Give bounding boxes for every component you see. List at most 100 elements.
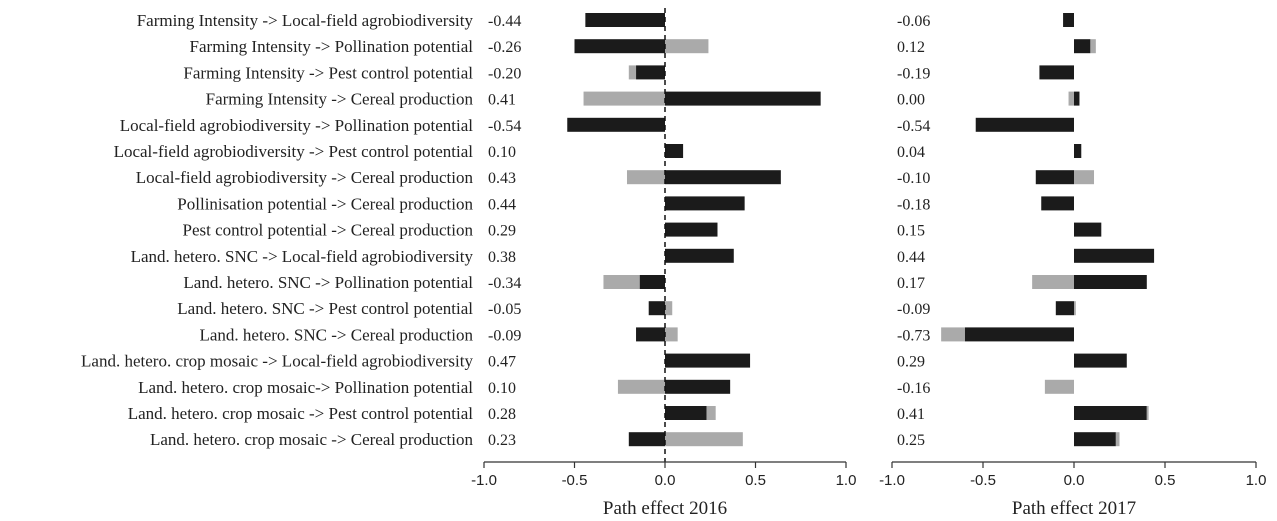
bar-direct-2016 (665, 248, 734, 263)
bar-direct-2016 (665, 91, 821, 106)
value-label: 0.29 (897, 354, 925, 371)
value-label: 0.23 (488, 432, 516, 449)
bar-direct-2016 (665, 170, 781, 185)
value-label: 0.41 (488, 92, 516, 109)
bar-indirect-2016 (626, 170, 665, 185)
value-label: -0.19 (897, 65, 930, 82)
bar-direct-2017 (1074, 39, 1091, 54)
value-label: 0.38 (488, 249, 516, 266)
value-label: -0.54 (488, 118, 521, 135)
value-label: 0.28 (488, 406, 516, 423)
bar-indirect-2016 (628, 65, 637, 80)
bar-indirect-2017 (1074, 170, 1095, 185)
value-label: 0.17 (897, 275, 925, 292)
value-label: 0.10 (488, 380, 516, 397)
bar-direct-2016 (665, 144, 684, 158)
value-label: 0.47 (488, 354, 516, 371)
bar-direct-2017 (1074, 406, 1147, 420)
x-tick-label: 0.5 (1155, 472, 1176, 489)
value-label: 0.04 (897, 144, 925, 161)
bar-direct-2017 (975, 117, 1074, 132)
row-label: Farming Intensity -> Pest control potent… (183, 63, 473, 82)
value-label: -0.34 (488, 275, 521, 292)
value-label: -0.73 (897, 327, 930, 344)
value-label: -0.16 (897, 380, 930, 397)
value-label: -0.18 (897, 196, 930, 213)
bar-direct-2016 (665, 196, 745, 211)
bar-direct-2016 (636, 65, 665, 80)
bar-indirect-2016 (706, 406, 716, 420)
bar-direct-2016 (574, 39, 665, 54)
value-label: -0.44 (488, 13, 521, 30)
value-label: 0.10 (488, 144, 516, 161)
bar-direct-2017 (1041, 196, 1074, 211)
x-tick-label: -0.5 (970, 472, 996, 489)
bar-direct-2017 (1055, 301, 1074, 316)
row-label: Land. hetero. SNC -> Pest control potent… (177, 299, 473, 318)
bar-indirect-2016 (583, 91, 665, 106)
bar-indirect-2016 (665, 39, 709, 54)
bar-direct-2017 (1035, 170, 1074, 185)
x-axis-title: Path effect 2016 (603, 498, 727, 519)
bar-direct-2017 (1074, 91, 1080, 106)
bar-direct-2017 (1074, 222, 1102, 237)
bar-indirect-2016 (617, 379, 665, 394)
x-axis-title: Path effect 2017 (1012, 498, 1136, 519)
row-label: Land. hetero. SNC -> Cereal production (200, 325, 474, 344)
x-tick-label: 0.0 (1064, 472, 1085, 489)
row-label: Farming Intensity -> Pollination potenti… (190, 37, 474, 56)
x-tick-label: -0.5 (562, 472, 588, 489)
value-label: -0.05 (488, 301, 521, 318)
bar-direct-2016 (648, 301, 665, 316)
bar-direct-2017 (1074, 144, 1082, 158)
bar-direct-2016 (665, 222, 718, 237)
row-label: Land. hetero. crop mosaic-> Pollination … (138, 378, 473, 397)
x-tick-label: 1.0 (836, 472, 857, 489)
bar-indirect-2016 (603, 275, 640, 289)
value-label: 0.44 (488, 196, 516, 213)
bar-indirect-2016 (665, 327, 678, 342)
bar-direct-2017 (1074, 248, 1155, 263)
bar-direct-2017 (964, 327, 1074, 342)
bar-indirect-2017 (1074, 301, 1076, 316)
bar-indirect-2017 (1146, 406, 1149, 420)
value-label: 0.43 (488, 170, 516, 187)
value-label: 0.00 (897, 92, 925, 109)
x-tick-label: 0.5 (745, 472, 766, 489)
x-tick-label: 1.0 (1246, 472, 1267, 489)
x-tick-label: -1.0 (471, 472, 497, 489)
bar-indirect-2017 (941, 327, 965, 342)
value-label: -0.54 (897, 118, 930, 135)
row-label: Land. hetero. SNC -> Local-field agrobio… (131, 247, 474, 266)
x-tick-label: 0.0 (655, 472, 676, 489)
row-label: Farming Intensity -> Cereal production (206, 90, 474, 109)
bar-direct-2016 (665, 353, 751, 368)
row-label: Local-field agrobiodiversity -> Pest con… (114, 142, 474, 161)
row-label: Pest control potential -> Cereal product… (183, 221, 474, 240)
bar-direct-2017 (1074, 353, 1127, 368)
value-label: 0.15 (897, 223, 925, 240)
value-label: 0.41 (897, 406, 925, 423)
value-label: -0.26 (488, 39, 521, 56)
value-label: -0.09 (488, 327, 521, 344)
value-label: -0.06 (897, 13, 930, 30)
value-label: -0.20 (488, 65, 521, 82)
row-label: Land. hetero. SNC -> Pollination potenti… (183, 273, 473, 292)
x-tick-label: -1.0 (879, 472, 905, 489)
bar-indirect-2017 (1068, 91, 1074, 106)
bar-indirect-2017 (1032, 275, 1074, 289)
value-label: 0.12 (897, 39, 925, 56)
value-label: 0.29 (488, 223, 516, 240)
bar-direct-2017 (1039, 65, 1074, 80)
bar-indirect-2017 (1115, 432, 1120, 447)
bar-indirect-2016 (665, 432, 743, 447)
bar-direct-2016 (636, 327, 665, 342)
bar-direct-2016 (665, 406, 707, 420)
bar-indirect-2016 (665, 301, 673, 316)
row-label: Land. hetero. crop mosaic -> Local-field… (81, 352, 473, 371)
bar-indirect-2017 (1090, 39, 1096, 54)
bar-indirect-2017 (1044, 379, 1074, 394)
row-label: Local-field agrobiodiversity -> Pollinat… (120, 116, 474, 135)
row-label: Land. hetero. crop mosaic -> Pest contro… (128, 404, 474, 423)
